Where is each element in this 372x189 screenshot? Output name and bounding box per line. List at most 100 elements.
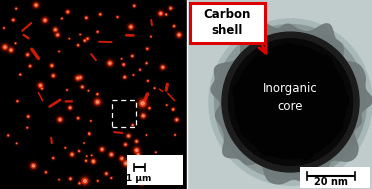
Point	[137, 68, 143, 71]
Point	[130, 124, 136, 127]
Point	[86, 89, 92, 92]
Point	[108, 153, 114, 156]
Point	[15, 100, 20, 103]
Point	[144, 134, 150, 137]
Point	[67, 106, 73, 109]
Point	[42, 19, 48, 22]
Point	[27, 65, 33, 68]
Point	[27, 65, 33, 68]
Point	[17, 73, 23, 76]
Point	[140, 114, 146, 117]
Point	[90, 160, 96, 163]
Point	[57, 118, 63, 121]
Point	[59, 17, 65, 20]
Point	[94, 101, 100, 104]
Point	[94, 30, 100, 33]
Point	[67, 106, 73, 109]
Point	[52, 28, 58, 31]
Point	[141, 174, 147, 177]
Point	[119, 157, 125, 160]
Point	[69, 153, 75, 156]
Point	[123, 162, 129, 165]
Point	[39, 87, 45, 90]
Point	[108, 177, 114, 180]
Point	[137, 68, 143, 71]
Point	[134, 149, 140, 152]
Point	[31, 164, 36, 167]
Point	[94, 30, 100, 33]
Point	[140, 114, 146, 117]
Point	[57, 118, 63, 121]
Point	[15, 100, 20, 103]
Point	[42, 19, 48, 22]
Point	[81, 142, 87, 145]
Point	[135, 153, 141, 156]
Point	[172, 133, 178, 136]
Point	[42, 19, 48, 22]
Point	[174, 118, 180, 121]
Point	[14, 142, 20, 145]
Point	[88, 119, 94, 122]
Point	[50, 74, 56, 77]
Point	[75, 77, 81, 80]
Point	[75, 117, 81, 120]
Point	[5, 134, 11, 137]
Point	[24, 126, 30, 129]
Point	[64, 88, 70, 91]
Point	[17, 73, 23, 76]
Point	[49, 64, 55, 67]
Point	[103, 172, 109, 175]
Circle shape	[235, 45, 346, 159]
Point	[56, 178, 62, 181]
Point	[138, 182, 144, 185]
Point	[160, 66, 166, 69]
Point	[59, 17, 65, 20]
Point	[77, 33, 83, 36]
Point	[69, 153, 75, 156]
Point	[163, 13, 169, 16]
Point	[168, 7, 174, 10]
Point	[164, 104, 170, 107]
Point	[64, 88, 70, 91]
Point	[56, 178, 62, 181]
Point	[84, 155, 90, 158]
Point	[75, 117, 81, 120]
Point	[119, 57, 125, 60]
Point	[76, 149, 82, 153]
Point	[75, 44, 81, 47]
Point	[86, 132, 92, 135]
Point	[79, 85, 85, 88]
Point	[107, 62, 113, 65]
Point	[108, 177, 114, 180]
Point	[176, 33, 182, 36]
Point	[90, 160, 96, 163]
Point	[145, 79, 151, 82]
Point	[134, 140, 140, 143]
Point	[94, 93, 100, 96]
Point	[76, 149, 82, 153]
Point	[67, 106, 73, 109]
Point	[94, 101, 100, 104]
Point	[145, 79, 151, 82]
Point	[151, 176, 157, 179]
Point	[75, 44, 81, 47]
Point	[33, 4, 39, 7]
Point	[66, 37, 72, 40]
Point	[119, 57, 125, 60]
Circle shape	[222, 32, 359, 172]
Point	[24, 126, 30, 129]
Point	[163, 13, 169, 16]
Point	[144, 62, 150, 65]
Point	[27, 65, 33, 68]
Point	[62, 146, 68, 149]
Point	[147, 107, 153, 110]
Point	[108, 177, 114, 180]
Point	[86, 133, 92, 136]
Point	[138, 182, 144, 185]
Point	[126, 134, 132, 137]
Point	[129, 54, 135, 57]
Point	[64, 88, 70, 91]
Point	[79, 85, 85, 88]
Point	[56, 50, 62, 53]
Point	[50, 156, 56, 160]
